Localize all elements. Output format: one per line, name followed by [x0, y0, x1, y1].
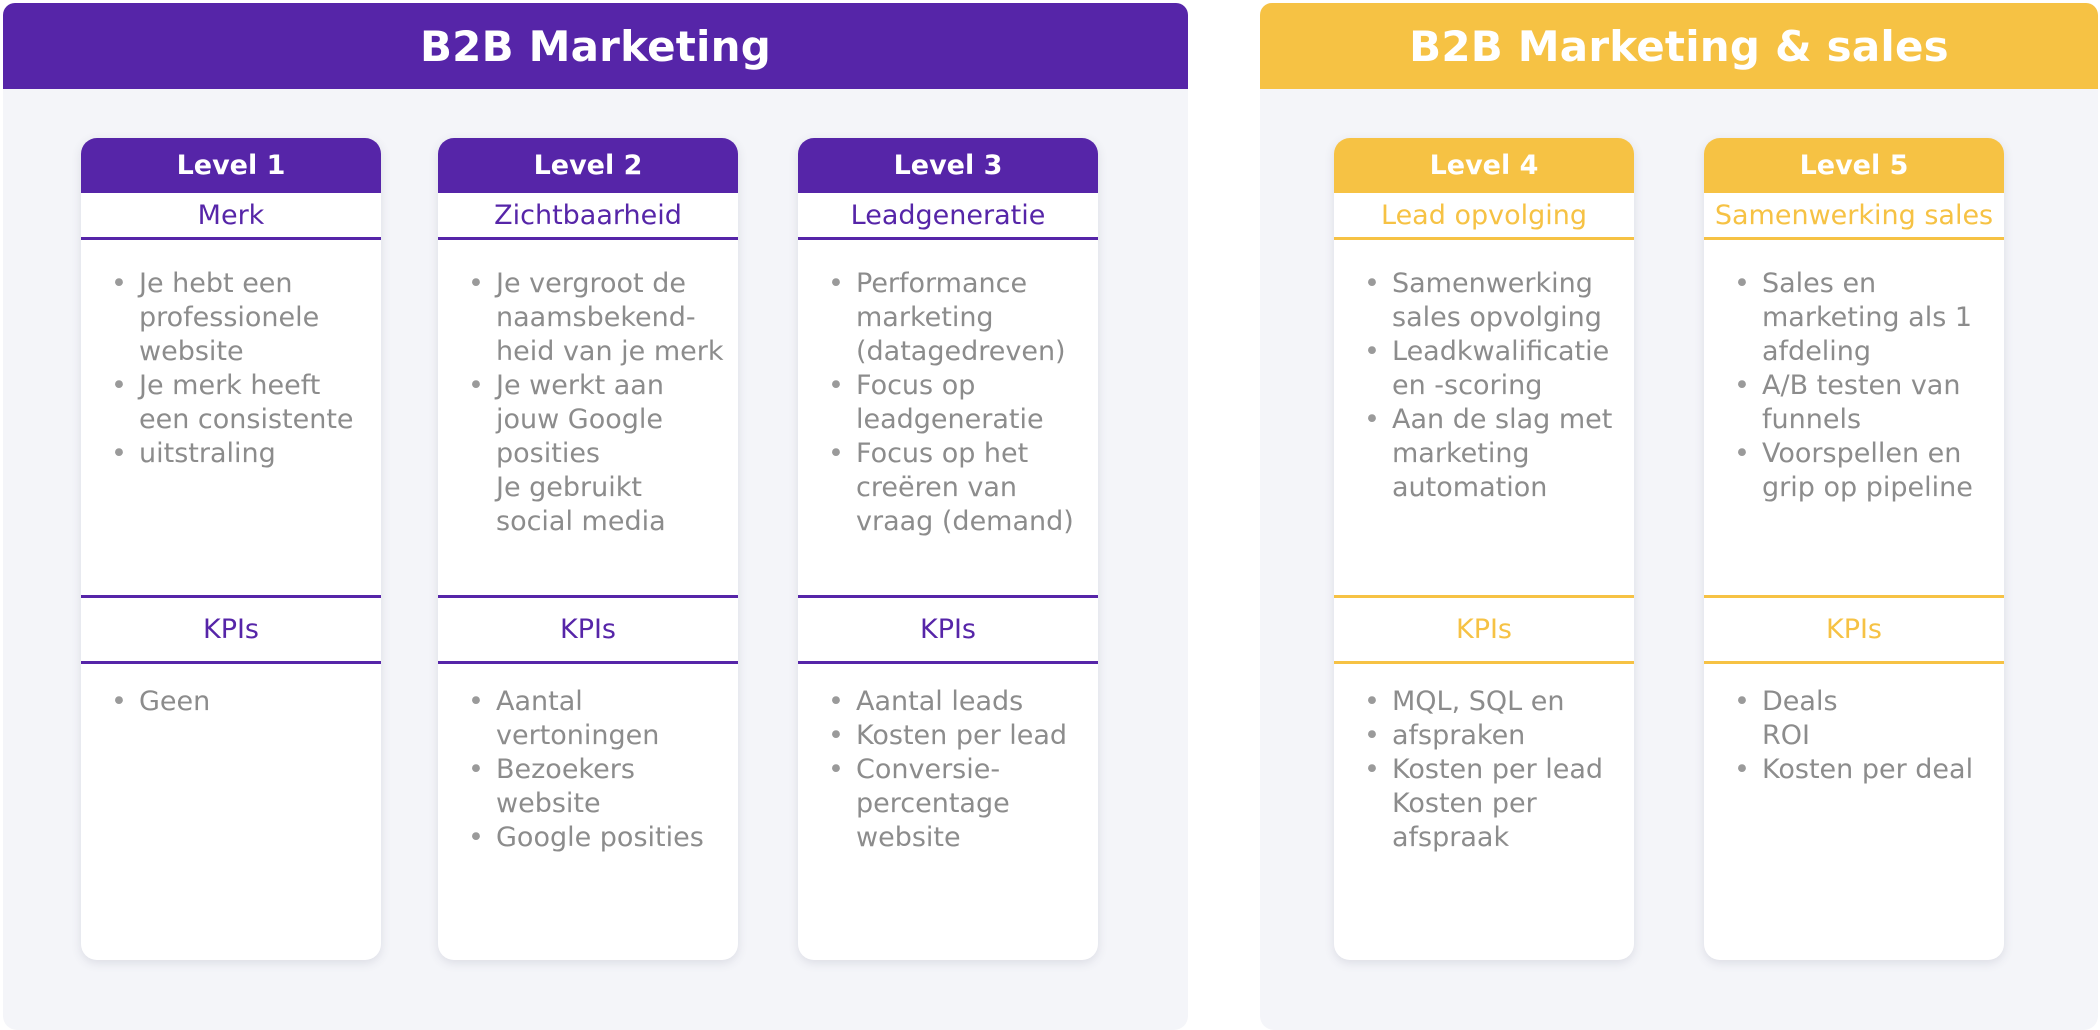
kpi-list: Geen	[81, 664, 381, 719]
list-item: Aan de slag met marketing automation	[1364, 403, 1622, 505]
panel-b2b-marketing: B2B Marketing Level 1 Merk Je hebt een p…	[3, 3, 1188, 1030]
kpi-title: KPIs	[1334, 598, 1634, 664]
kpi-title: KPIs	[798, 598, 1098, 664]
kpi-item: Kosten per lead	[1364, 753, 1622, 787]
level-card-3: Level 3 Leadgeneratie Performance market…	[798, 138, 1098, 960]
kpi-item: Kosten per deal	[1734, 753, 1992, 787]
kpi-item: Bezoekers website	[468, 753, 726, 821]
kpi-title: KPIs	[1704, 598, 2004, 664]
panel-b2b-marketing-sales: B2B Marketing & sales Level 4 Lead opvol…	[1260, 3, 2098, 1030]
kpi-item: Geen	[111, 685, 369, 719]
kpi-item: Deals	[1734, 685, 1992, 719]
kpi-item: Aantal vertoningen	[468, 685, 726, 753]
level-card-4: Level 4 Lead opvolging Samenwerking sale…	[1334, 138, 1634, 960]
list-item: Focus op leadgeneratie	[828, 369, 1086, 437]
list-item: Voorspellen en grip op pipeline	[1734, 437, 1992, 505]
kpi-item: ROI	[1762, 720, 1810, 751]
kpi-title: KPIs	[438, 598, 738, 664]
card-level-label: Level 3	[798, 138, 1098, 193]
list-item: Je gebruikt social media	[496, 472, 666, 537]
panel-title: B2B Marketing & sales	[1260, 3, 2098, 89]
card-items-list: Samenwerking sales opvolging Leadkwalifi…	[1334, 240, 1634, 598]
list-item: Focus op het creëren van vraag (demand)	[828, 437, 1086, 539]
level-card-5: Level 5 Samenwerking sales Sales en mark…	[1704, 138, 2004, 960]
kpi-list: MQL, SQL en afspraken Kosten per lead Ko…	[1334, 664, 1634, 855]
kpi-item: afspraken	[1364, 719, 1622, 753]
panel-title: B2B Marketing	[3, 3, 1188, 89]
card-subtitle: Leadgeneratie	[798, 193, 1098, 240]
card-subtitle: Samenwerking sales	[1704, 193, 2004, 240]
card-items-list: Performance marketing (datagedreven) Foc…	[798, 240, 1098, 598]
level-card-2: Level 2 Zichtbaarheid Je vergroot de naa…	[438, 138, 738, 960]
kpi-item: Aantal leads	[828, 685, 1086, 719]
list-item: Sales en marketing als 1 afdeling	[1734, 267, 1992, 369]
card-level-label: Level 1	[81, 138, 381, 193]
kpi-item: MQL, SQL en	[1364, 685, 1622, 719]
kpi-list: Aantal leads Kosten per lead Conversie-p…	[798, 664, 1098, 855]
list-item: A/B testen van funnels	[1734, 369, 1992, 437]
card-subtitle: Zichtbaarheid	[438, 193, 738, 240]
card-items-list: Je hebt een professionele website Je mer…	[81, 240, 381, 598]
card-subtitle: Lead opvolging	[1334, 193, 1634, 240]
list-item: Je hebt een professionele website	[111, 267, 369, 369]
kpi-item: Google posities	[468, 821, 726, 855]
list-item: Samenwerking sales opvolging	[1364, 267, 1622, 335]
list-item: Leadkwalificatie en -scoring	[1364, 335, 1622, 403]
card-subtitle: Merk	[81, 193, 381, 240]
kpi-title: KPIs	[81, 598, 381, 664]
card-items-list: Sales en marketing als 1 afdeling A/B te…	[1704, 240, 2004, 598]
card-items-list: Je vergroot de naamsbekend-heid van je m…	[438, 240, 738, 598]
list-item: Je vergroot de naamsbekend-heid van je m…	[468, 267, 726, 369]
level-card-1: Level 1 Merk Je hebt een professionele w…	[81, 138, 381, 960]
kpi-item: Conversie-percentage website	[828, 753, 1086, 855]
kpi-item: Kosten per lead	[828, 719, 1086, 753]
list-item: Performance marketing (datagedreven)	[828, 267, 1086, 369]
card-level-label: Level 5	[1704, 138, 2004, 193]
kpi-list: Deals ROI Kosten per deal	[1704, 664, 2004, 787]
kpi-list: Aantal vertoningen Bezoekers website Goo…	[438, 664, 738, 855]
kpi-item: Kosten per afspraak	[1392, 788, 1537, 853]
card-level-label: Level 4	[1334, 138, 1634, 193]
list-item: Je werkt aan jouw Google posities	[468, 369, 726, 471]
list-item: Je merk heeft een consistente	[111, 369, 369, 437]
list-item: uitstraling	[111, 437, 369, 471]
card-level-label: Level 2	[438, 138, 738, 193]
